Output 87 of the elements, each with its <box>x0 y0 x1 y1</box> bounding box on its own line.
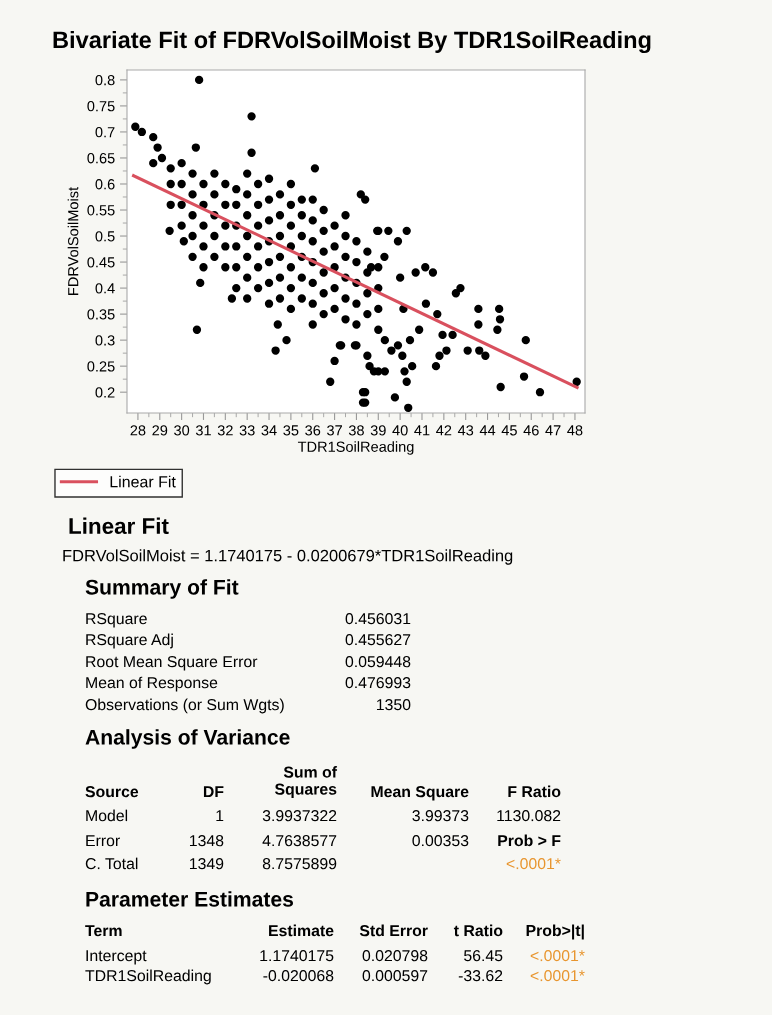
text: <.0001* <box>530 970 585 982</box>
legend-label: Linear Fit <box>110 475 176 488</box>
text: 0.000597 <box>362 970 428 982</box>
y-tick-label: 0.65 <box>87 153 115 164</box>
text: Std Error <box>359 924 428 937</box>
text: F Ratio <box>508 785 561 798</box>
text: Prob > F <box>498 834 561 847</box>
text: <.0001* <box>506 858 561 870</box>
x-tick-label: 29 <box>152 425 168 436</box>
text: Summary of Fit <box>85 579 239 599</box>
chart-title: Bivariate Fit of FDRVolSoilMoist By TDR1SoilReading <box>53 30 651 54</box>
text: Linear Fit <box>69 517 169 535</box>
x-tick-label: 33 <box>239 425 255 436</box>
x-tick-label: 43 <box>457 425 474 436</box>
x-tick-label: 35 <box>283 425 299 436</box>
text: Intercept <box>86 950 147 965</box>
text: 0.059448 <box>345 656 411 668</box>
y-tick-label: 0.8 <box>95 74 115 86</box>
x-tick-label: 37 <box>327 425 342 436</box>
text: <.0001* <box>530 950 585 962</box>
text: 0.020798 <box>362 950 428 962</box>
text: 4.7638577 <box>262 835 337 847</box>
text: 8.7575899 <box>262 858 337 870</box>
text: 3.9937322 <box>262 810 337 822</box>
x-tick-label: 34 <box>261 425 277 436</box>
text: Mean of Response <box>86 676 218 692</box>
x-tick-label: 38 <box>348 425 364 436</box>
x-tick-label: 44 <box>479 425 496 436</box>
y-tick-label: 0.35 <box>87 309 115 320</box>
text: Prob>|t| <box>526 924 584 940</box>
x-tick-label: 28 <box>130 425 146 436</box>
text: 0.455627 <box>345 634 411 646</box>
text: RSquare Adj <box>86 633 173 649</box>
x-tick-label: 32 <box>217 425 233 436</box>
y-tick-label: 0.6 <box>95 179 115 190</box>
text: TDR1SoilReading <box>85 969 211 985</box>
y-tick-label: 0.2 <box>95 387 115 398</box>
text: 1 <box>216 810 224 822</box>
y-tick-label: 0.3 <box>95 335 115 346</box>
text: -0.020068 <box>263 970 334 982</box>
text: 1130.082 <box>497 810 561 822</box>
x-tick-label: 36 <box>305 425 321 436</box>
y-tick-label: 0.25 <box>87 361 115 372</box>
text: Term <box>85 925 122 937</box>
text: 3.99373 <box>412 810 469 822</box>
text: Root Mean Square Error <box>86 656 258 671</box>
x-tick-label: 39 <box>370 425 386 436</box>
y-tick-label: 0.75 <box>87 101 115 112</box>
x-tick-label: 41 <box>414 425 430 436</box>
y-axis-title: FDRVolSoilMoist <box>67 187 79 295</box>
y-tick-label: 0.4 <box>95 283 115 294</box>
text: Mean Square <box>371 786 469 801</box>
text: 1350 <box>376 699 411 711</box>
text: Source <box>85 786 139 798</box>
x-tick-label: 42 <box>436 425 452 436</box>
text: 1.1740175 <box>260 950 334 962</box>
text: Parameter Estimates <box>86 891 294 907</box>
x-tick-label: 48 <box>567 425 583 436</box>
text: Sum of Squares <box>274 766 338 798</box>
x-tick-label: 40 <box>392 425 408 436</box>
text: 0.476993 <box>345 677 411 689</box>
y-tick-label: 0.45 <box>87 257 115 268</box>
text: C. Total <box>85 857 138 870</box>
y-tick-label: 0.55 <box>87 205 115 216</box>
x-axis-title: TDR1SoilReading <box>297 441 414 455</box>
x-tick-label: 45 <box>501 425 517 436</box>
x-tick-label: 47 <box>545 425 561 436</box>
text: Analysis of Variance <box>85 729 290 749</box>
text: Model <box>86 809 128 822</box>
text: Estimate <box>269 924 334 937</box>
text: 1348 <box>189 835 224 847</box>
text: -33.62 <box>458 970 503 982</box>
text: 1349 <box>189 858 224 870</box>
text: 56.45 <box>464 950 503 962</box>
x-tick-label: 31 <box>195 425 211 436</box>
y-tick-label: 0.7 <box>95 127 115 138</box>
x-tick-label: 46 <box>523 425 539 436</box>
text: Error <box>86 835 120 847</box>
text: RSquare <box>86 613 147 628</box>
text: DF <box>203 786 224 798</box>
text: 0.456031 <box>345 613 411 625</box>
y-tick-label: 0.5 <box>95 231 115 242</box>
text: t Ratio <box>453 924 503 937</box>
text: FDRVolSoilMoist = 1.1740175 - 0.0200679*TDR1SoilReading <box>63 549 513 565</box>
x-tick-label: 30 <box>174 425 190 436</box>
text: Observations (or Sum Wgts) <box>85 698 284 714</box>
text: 0.00353 <box>412 835 469 847</box>
